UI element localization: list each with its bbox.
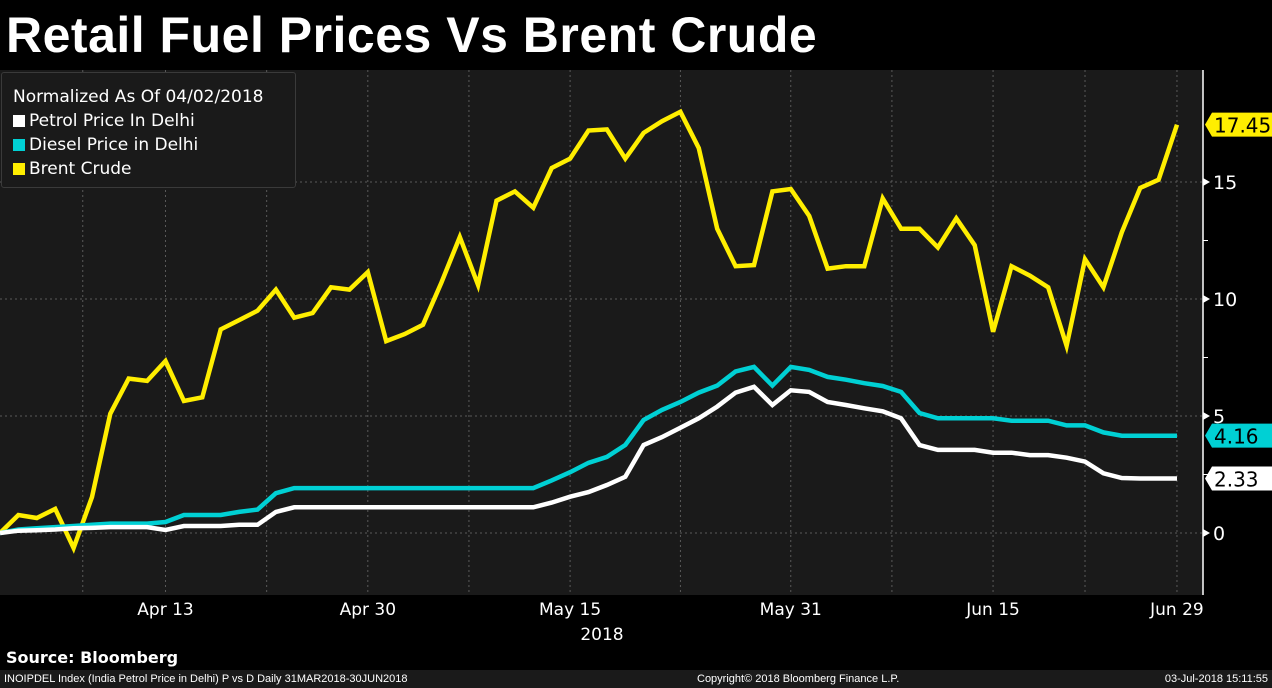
last-value-label: 17.45: [1214, 114, 1271, 138]
x-axis: Apr 13 Apr 30 May 15 May 31 Jun 15 Jun 29: [137, 600, 1203, 620]
legend-item-petrol: Petrol Price In Delhi: [13, 109, 295, 133]
x-tick-label: Jun 29: [1149, 600, 1204, 620]
legend-swatch-petrol: [13, 115, 25, 127]
x-tick-label: Apr 13: [137, 600, 193, 620]
legend-swatch-diesel: [13, 139, 25, 151]
last-value-tags: 17.45 4.16 2.33: [1205, 112, 1272, 491]
series-lines: [0, 108, 1180, 554]
series-line-petrol-price-in-delhi: [0, 384, 1177, 536]
y-tick-label: 15: [1213, 172, 1237, 194]
y-tick-mark: [1203, 178, 1210, 186]
footer-timestamp: 03-Jul-2018 15:11:55: [1164, 673, 1268, 685]
footer: INOIPDEL Index (India Petrol Price in De…: [0, 670, 1272, 688]
last-value-tag: [1205, 112, 1272, 137]
legend-item-diesel: Diesel Price in Delhi: [13, 133, 295, 157]
y-tick-mark: [1203, 295, 1210, 303]
legend-swatch-brent: [13, 163, 25, 175]
x-axis-year-label: 2018: [580, 625, 623, 645]
y-tick-mark: [1203, 529, 1210, 537]
last-value-tag: [1205, 423, 1272, 448]
last-value-tag: [1205, 466, 1272, 491]
y-tick-label: 0: [1213, 523, 1225, 545]
legend: Normalized As Of 04/02/2018 Petrol Price…: [1, 72, 296, 188]
footer-ticker: INOIPDEL Index (India Petrol Price in De…: [4, 673, 408, 685]
legend-label: Brent Crude: [29, 159, 132, 179]
legend-label: Petrol Price In Delhi: [29, 111, 195, 131]
x-tick-label: May 15: [539, 600, 601, 620]
x-tick-label: Apr 30: [340, 600, 396, 620]
last-value-label: 2.33: [1214, 467, 1259, 491]
y-tick-mark: [1203, 412, 1210, 420]
legend-item-brent: Brent Crude: [13, 157, 295, 181]
x-tick-label: Jun 15: [965, 600, 1020, 620]
footer-copyright: Copyright© 2018 Bloomberg Finance L.P.: [697, 673, 900, 685]
source-label: Source: Bloomberg: [6, 648, 179, 667]
y-axis: 0 5 10 15: [1203, 172, 1237, 545]
series-line-diesel-price-in-delhi: [0, 364, 1177, 536]
chart-title: Retail Fuel Prices Vs Brent Crude: [6, 7, 818, 63]
y-tick-label: 5: [1213, 406, 1225, 428]
y-tick-label: 10: [1213, 289, 1237, 311]
x-tick-label: May 31: [760, 600, 822, 620]
legend-label: Diesel Price in Delhi: [29, 135, 199, 155]
legend-heading: Normalized As Of 04/02/2018: [13, 87, 264, 107]
last-value-label: 4.16: [1214, 425, 1259, 449]
series-line-brent-crude: [0, 108, 1180, 554]
